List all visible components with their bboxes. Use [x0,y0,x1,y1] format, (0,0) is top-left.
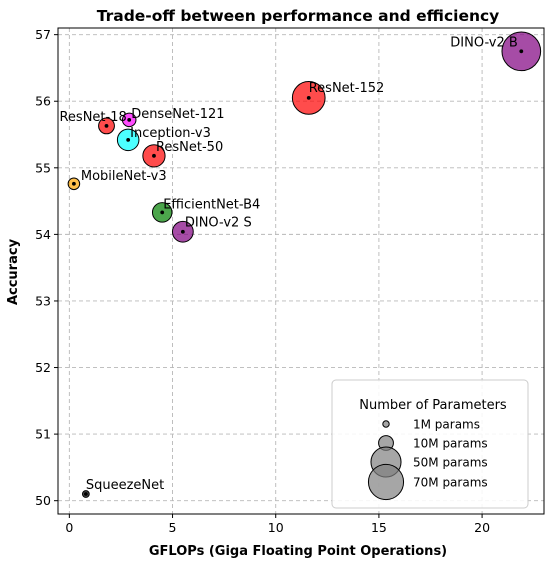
y-tick-label: 55 [35,160,51,175]
center-dot-dino-v2-s [180,229,185,234]
chart-title: Trade-off between performance and effici… [97,7,500,25]
y-tick-label: 51 [35,427,51,442]
center-dot-resnet-18 [104,123,109,128]
label-resnet-152: ResNet-152 [309,81,385,96]
data-points [67,31,542,498]
label-inception-v3: Inception-v3 [130,126,211,141]
x-tick-label: 10 [268,520,284,535]
label-mobilenet-v3: MobileNet-v3 [81,169,167,184]
y-axis-label: Accuracy [6,238,21,305]
center-dot-dino-v2-b [519,49,524,54]
legend-label: 50M params [413,456,488,470]
legend-label: 10M params [413,437,488,451]
center-dot-efficientnet-b4 [160,210,165,215]
label-dino-v2-s: DINO-v2 S [185,216,252,231]
center-dot-inception-v3 [126,137,131,142]
label-efficientnet-b4: EfficientNet-B4 [163,197,260,212]
legend-marker [367,463,405,501]
y-tick-label: 54 [35,227,51,242]
legend-title: Number of Parameters [359,398,507,413]
y-tick-label: 52 [35,360,51,375]
label-squeezenet: SqueezeNet [86,478,164,493]
label-resnet-18: ResNet-18 [59,110,126,125]
legend: Number of Parameters 1M params 10M params… [331,379,529,509]
label-densenet-121: DenseNet-121 [131,107,224,122]
grid-lines [58,28,544,514]
x-tick-label: 5 [169,520,177,535]
legend-marker [382,420,390,428]
y-tick-label: 50 [35,493,51,508]
point-labels: DINO-v2 B ResNet-152 ResNet-18 DenseNet-121… [59,35,517,493]
label-dino-v2-b: DINO-v2 B [450,35,518,50]
center-dot-resnet-152 [306,96,311,100]
label-resnet-50: ResNet-50 [156,140,223,155]
center-dot-squeezenet [83,492,88,496]
y-tick-label: 56 [35,94,51,109]
legend-label: 1M params [413,418,480,432]
x-tick-label: 15 [371,520,387,535]
y-tick-label: 57 [35,27,51,42]
y-tick-label: 53 [35,293,51,308]
plot-frame [57,27,545,515]
legend-label: 70M params [413,476,488,490]
x-tick-label: 20 [474,520,490,535]
x-tick-label: 0 [65,520,73,535]
axis-ticks: 0 5 10 15 20 50 51 52 53 54 55 56 57 [35,27,490,535]
x-axis-label: GFLOPs (Giga Floating Point Operations) [149,544,447,559]
center-dot-densenet-121 [127,117,132,122]
center-dot-mobilenet-v3 [71,181,76,186]
center-dot-resnet-50 [152,153,156,158]
